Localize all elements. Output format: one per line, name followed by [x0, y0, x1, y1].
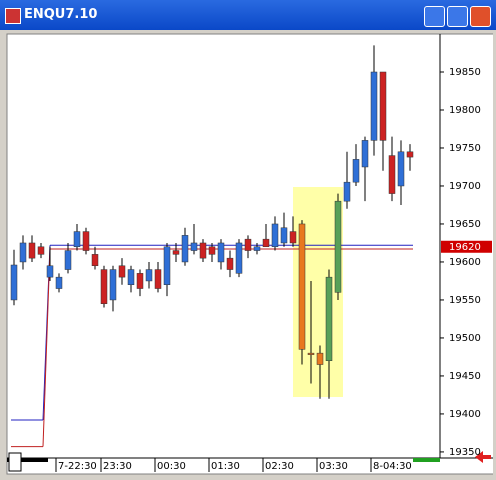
y-tick-label: 19600 — [449, 257, 481, 268]
minimize-button[interactable] — [424, 6, 445, 27]
candle-body — [37, 246, 45, 255]
candle-body — [28, 242, 36, 259]
candle-body — [127, 269, 135, 286]
y-tick-label: 19500 — [449, 333, 481, 344]
candle-body — [19, 242, 27, 263]
candle-body — [406, 151, 414, 158]
candle-body — [199, 242, 207, 259]
close-button[interactable] — [470, 6, 491, 27]
app-icon — [5, 8, 21, 24]
x-tick-label: 00:30 — [157, 461, 186, 472]
candle-body — [46, 265, 54, 278]
candle-body — [136, 273, 144, 289]
x-tick-label: 8-04:30 — [373, 461, 412, 472]
candle-body — [154, 269, 162, 289]
candle-body — [208, 246, 216, 255]
y-tick-label: 19550 — [449, 295, 481, 306]
candle-body — [280, 227, 288, 244]
x-tick-label: 02:30 — [265, 461, 294, 472]
candle-body — [235, 242, 243, 274]
last-price-box — [441, 240, 492, 253]
title-bar: ENQU7.10 — [0, 0, 496, 30]
scroll-bar[interactable] — [7, 458, 48, 462]
candle-body — [370, 71, 378, 141]
y-tick-label: 19650 — [449, 219, 481, 230]
candle-body — [244, 238, 252, 251]
candle-body — [82, 231, 90, 251]
level-step — [42, 249, 51, 447]
candle-body — [361, 140, 369, 168]
candle-body — [262, 238, 270, 248]
back-arrow[interactable] — [475, 451, 491, 463]
y-tick-label: 19400 — [449, 409, 481, 420]
candle-body — [343, 181, 351, 202]
candle-body — [109, 269, 117, 301]
candle-body — [253, 246, 261, 251]
y-tick-label: 19850 — [449, 67, 481, 78]
candle-body — [145, 269, 153, 282]
x-tick-label: 01:30 — [211, 461, 240, 472]
candle-body — [118, 265, 126, 278]
candle-body — [352, 159, 360, 183]
y-tick-label: 19800 — [449, 105, 481, 116]
y-tick-label: 19450 — [449, 371, 481, 382]
candle-body — [307, 352, 315, 355]
candle-body — [379, 71, 387, 141]
x-tick-label: 7-22:30 — [58, 461, 97, 472]
chart: 19350 19400 19450 19500 19550 19600 19650 19700… — [6, 33, 493, 475]
candle-body — [55, 276, 63, 289]
y-tick-label: 19750 — [449, 143, 481, 154]
candle-body — [100, 269, 108, 304]
candle-body — [334, 200, 342, 293]
candle-body — [271, 223, 279, 248]
last-price-label: 19620 — [449, 242, 481, 253]
scroll-thumb[interactable] — [8, 452, 22, 472]
y-tick-label: 19700 — [449, 181, 481, 192]
x-tick-label: 23:30 — [103, 461, 132, 472]
candle-body — [325, 276, 333, 361]
x-tick-label: 03:30 — [319, 461, 348, 472]
candle-body — [289, 231, 297, 244]
candle-body — [163, 246, 171, 286]
candle-body — [388, 155, 396, 194]
scroll-end[interactable] — [413, 458, 440, 462]
candle-body — [217, 242, 225, 263]
candle-body — [64, 250, 72, 270]
candle-body — [190, 242, 198, 251]
window-title: ENQU7.10 — [24, 7, 98, 22]
candle-body — [298, 223, 306, 350]
candle-body — [397, 151, 405, 187]
maximize-button[interactable] — [447, 6, 468, 27]
candle-body — [181, 235, 189, 263]
candle-body — [10, 264, 18, 301]
candle-body — [73, 231, 81, 248]
candle-body — [172, 250, 180, 255]
candle-body — [226, 257, 234, 270]
y-tick-label: 19350 — [449, 447, 481, 458]
candle-body — [316, 352, 324, 365]
plot-frame — [6, 33, 493, 475]
candle-body — [91, 254, 99, 267]
